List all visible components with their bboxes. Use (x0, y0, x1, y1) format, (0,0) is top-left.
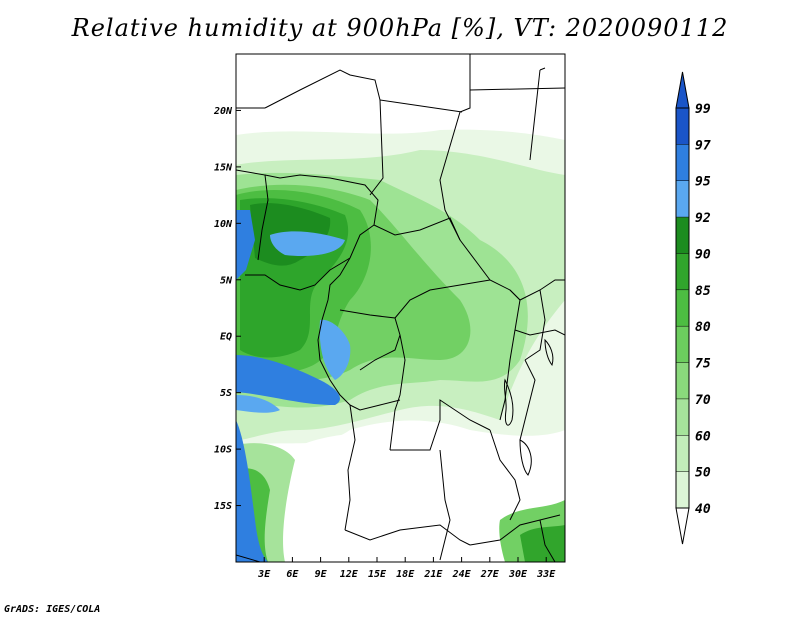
colorbar-level-label: 95 (695, 175, 711, 190)
colorbar-segment (676, 108, 689, 145)
colorbar-level-label: 85 (695, 284, 711, 299)
colorbar-segment (676, 435, 689, 472)
colorbar-level-label: 97 (695, 138, 711, 153)
lon-tick-label: 21E (423, 569, 443, 580)
lon-tick-label: 27E (480, 569, 500, 580)
colorbar-segment (676, 217, 689, 254)
lon-tick-label: 30E (508, 569, 528, 580)
colorbar-level-label: 60 (695, 429, 711, 444)
lat-tick-label: 15N (214, 162, 233, 173)
lat-tick-label: EQ (220, 332, 232, 343)
lon-tick-label: 6E (286, 569, 299, 580)
colorbar: 40 50 60 70 75 80 85 90 92 95 97 99 (675, 71, 711, 545)
lat-tick-label: 20N (213, 106, 233, 117)
credit-text: GrADS: IGES/COLA (4, 604, 101, 615)
colorbar-segment (676, 362, 689, 399)
latitude-axis: 20N 15N 10N 5N EQ 5S 10S 15S (213, 106, 241, 512)
colorbar-level-label: 90 (695, 247, 711, 262)
humidity-field (236, 54, 565, 562)
colorbar-level-label: 92 (695, 211, 711, 226)
lon-tick-label: 12E (340, 569, 359, 580)
colorbar-level-label: 70 (695, 393, 711, 408)
lon-tick-label: 18E (396, 569, 415, 580)
colorbar-level-label: 50 (695, 466, 711, 481)
country-borders (236, 54, 565, 562)
lat-tick-label: 10S (214, 445, 232, 456)
colorbar-level-label: 40 (695, 502, 711, 517)
colorbar-max-arrow (675, 71, 690, 109)
colorbar-segment (676, 253, 689, 290)
lon-tick-label: 33E (536, 569, 556, 580)
lon-tick-label: 24E (452, 569, 472, 580)
chart-title: Relative humidity at 900hPa [%], VT: 202… (71, 14, 729, 42)
colorbar-level-label: 99 (695, 102, 711, 117)
lat-tick-label: 15S (214, 501, 232, 512)
lat-tick-label: 5S (220, 388, 232, 399)
colorbar-segment (676, 326, 689, 363)
colorbar-segment (676, 471, 689, 508)
colorbar-min-arrow (675, 507, 690, 545)
colorbar-segment (676, 398, 689, 436)
colorbar-segment (676, 144, 689, 181)
lon-tick-label: 3E (257, 569, 271, 580)
lat-tick-label: 5N (220, 275, 233, 286)
colorbar-segment (676, 180, 689, 218)
colorbar-level-label: 75 (695, 357, 711, 372)
colorbar-segment (676, 289, 689, 327)
lat-tick-label: 10N (214, 219, 233, 230)
lon-tick-label: 15E (368, 569, 387, 580)
colorbar-level-label: 80 (695, 320, 711, 335)
longitude-axis: 3E 6E 9E 12E 15E 18E 21E 24E 27E 30E 33E (257, 557, 556, 580)
lon-tick-label: 9E (315, 569, 328, 580)
map-frame (235, 53, 566, 563)
